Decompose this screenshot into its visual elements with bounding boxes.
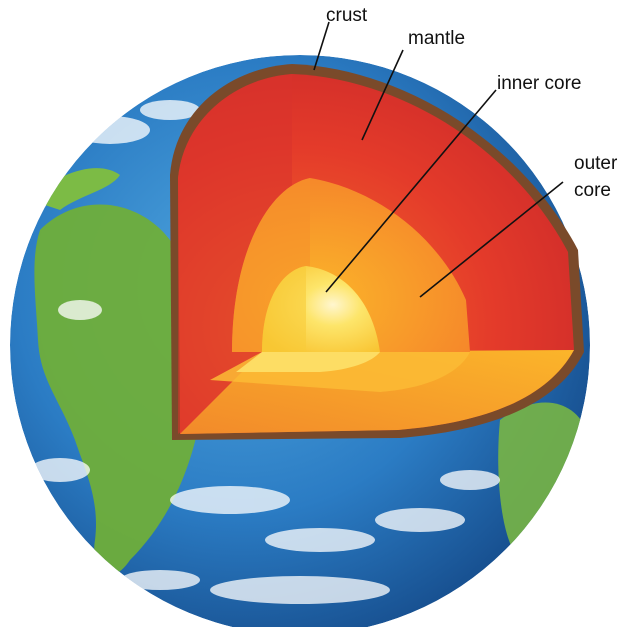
crust-leader-line (313, 21, 330, 71)
south-america-landmass (34, 204, 209, 575)
label-inner-core: inner core (497, 73, 582, 94)
inner-core-leader-line (325, 89, 497, 293)
label-outer-core-line2: core (574, 180, 611, 201)
leader-lines (313, 21, 564, 298)
label-mantle: mantle (408, 28, 466, 49)
label-crust: crust (326, 5, 368, 26)
outer-core-leader-line (419, 181, 564, 298)
label-outer-core-line1: outer (574, 153, 618, 174)
africa-landmass (498, 402, 590, 560)
mantle-leader-line (361, 49, 404, 141)
cloud-patterns (30, 100, 500, 604)
cutaway-wedge (170, 64, 584, 440)
